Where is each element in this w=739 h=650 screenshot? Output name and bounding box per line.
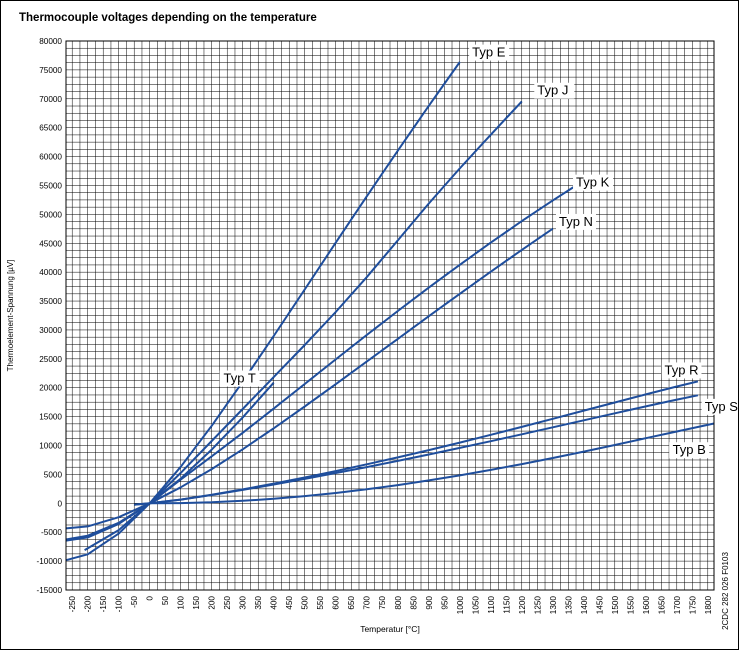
- series-line-typ-n: [65, 227, 554, 530]
- x-tick-label: 1750: [688, 596, 697, 615]
- x-axis-label: Temperatur [°C]: [360, 624, 420, 634]
- series-label-typ-e: Typ E: [469, 44, 510, 61]
- series-label-typ-b: Typ B: [669, 442, 710, 459]
- y-tick-label: 60000: [39, 153, 62, 162]
- series-line-typ-s: [134, 394, 699, 506]
- x-tick-label: 1550: [626, 596, 635, 615]
- y-tick-label: 20000: [39, 384, 62, 393]
- x-tick-label: 1600: [642, 596, 651, 615]
- x-tick-label: 1650: [657, 596, 666, 615]
- y-tick-label: 40000: [39, 268, 62, 277]
- series-label-typ-j: Typ J: [534, 82, 575, 99]
- x-tick-label: 750: [378, 596, 387, 610]
- y-tick-label: 45000: [39, 239, 62, 248]
- series-line-typ-j: [84, 100, 523, 551]
- y-tick-label: 30000: [39, 326, 62, 335]
- y-tick-label: 80000: [39, 37, 62, 46]
- x-tick-label: -250: [68, 596, 77, 613]
- y-tick-labels: -15000 -10000 -5000 0 5000 10000 15000 20000 250…: [37, 37, 63, 595]
- y-tick-label: 0: [57, 499, 62, 508]
- series-line-typ-e: [65, 61, 461, 562]
- series-label-typ-s: Typ S: [701, 398, 738, 415]
- x-tick-label: 1800: [704, 596, 713, 615]
- x-tick-label: 1300: [549, 596, 558, 615]
- series-lines: [65, 61, 715, 562]
- x-tick-label: 1450: [595, 596, 604, 615]
- x-tick-label: 950: [440, 596, 449, 610]
- x-tick-label: 1250: [533, 596, 542, 615]
- series-label-typ-t: Typ T: [219, 370, 260, 387]
- x-tick-label: 800: [394, 596, 403, 610]
- y-tick-label: 35000: [39, 297, 62, 306]
- chart-title: Thermocouple voltages depending on the t…: [19, 12, 317, 24]
- x-tick-label: 600: [332, 596, 341, 610]
- x-tick-label: 850: [409, 596, 418, 610]
- plot-frame: [65, 40, 715, 591]
- y-tick-label: -15000: [37, 586, 63, 595]
- y-tick-label: 25000: [39, 355, 62, 364]
- grid: [66, 40, 714, 591]
- y-tick-label: 10000: [39, 442, 62, 451]
- series-label-text: Typ E: [472, 45, 506, 60]
- x-tick-label: 1500: [611, 596, 620, 615]
- y-tick-label: 15000: [39, 413, 62, 422]
- y-tick-label: 65000: [39, 124, 62, 133]
- y-tick-label: 75000: [39, 66, 62, 75]
- x-tick-label: 500: [301, 596, 310, 610]
- series-label-typ-k: Typ K: [573, 174, 614, 191]
- x-tick-labels: -250 -200 -150 -100 -50 0 50 100 150 200 250 300 350…: [68, 596, 713, 615]
- series-label-text: Typ K: [576, 175, 610, 190]
- x-tick-label: 50: [161, 596, 170, 606]
- x-tick-label: 900: [425, 596, 434, 610]
- series-label-text: Typ B: [673, 442, 706, 457]
- x-tick-label: 100: [177, 596, 186, 610]
- x-tick-label: 300: [239, 596, 248, 610]
- x-tick-label: 1400: [580, 596, 589, 615]
- x-tick-label: 250: [223, 596, 232, 610]
- x-tick-label: 1000: [456, 596, 465, 615]
- series-label-text: Typ T: [223, 371, 255, 386]
- series-label-text: Typ N: [559, 214, 593, 229]
- x-tick-label: 400: [270, 596, 279, 610]
- y-tick-label: 70000: [39, 95, 62, 104]
- x-tick-label: -50: [130, 596, 139, 608]
- x-tick-label: 1700: [673, 596, 682, 615]
- x-tick-label: 650: [347, 596, 356, 610]
- y-tick-label: -10000: [37, 557, 63, 566]
- watermark-code: 2CDC 282 026 F0103: [721, 552, 730, 630]
- y-tick-label: 50000: [39, 210, 62, 219]
- x-tick-label: 450: [285, 596, 294, 610]
- x-tick-label: 350: [254, 596, 263, 610]
- x-tick-label: 1050: [471, 596, 480, 615]
- x-tick-label: 1150: [502, 596, 511, 614]
- series-label-text: Typ R: [665, 362, 699, 377]
- y-tick-label: 5000: [44, 470, 63, 479]
- y-axis-label: Thermoelement-Spannung [µV]: [6, 260, 15, 372]
- x-tick-label: -200: [84, 596, 93, 613]
- series-line-typ-b: [149, 422, 715, 505]
- series-line-typ-t: [65, 382, 275, 541]
- x-tick-label: 150: [192, 596, 201, 610]
- x-tick-label: 200: [208, 596, 217, 610]
- series-label-typ-n: Typ N: [555, 213, 596, 230]
- y-tick-label: -5000: [41, 528, 62, 537]
- x-tick-label: 1100: [487, 596, 496, 614]
- series-label-text: Typ S: [705, 399, 738, 414]
- x-tick-label: 550: [316, 596, 325, 610]
- x-tick-label: -150: [99, 596, 108, 613]
- x-tick-label: 1350: [564, 596, 573, 615]
- series-labels: Typ E Typ J Typ K Typ N Typ T Typ R Typ S Typ B: [219, 44, 738, 459]
- series-label-text: Typ J: [537, 83, 568, 98]
- x-tick-label: 1200: [518, 596, 527, 615]
- x-tick-label: -100: [115, 596, 124, 613]
- series-label-typ-r: Typ R: [661, 362, 702, 379]
- y-tick-label: 55000: [39, 181, 62, 190]
- x-tick-label: 700: [363, 596, 372, 610]
- x-tick-label: 0: [146, 596, 155, 601]
